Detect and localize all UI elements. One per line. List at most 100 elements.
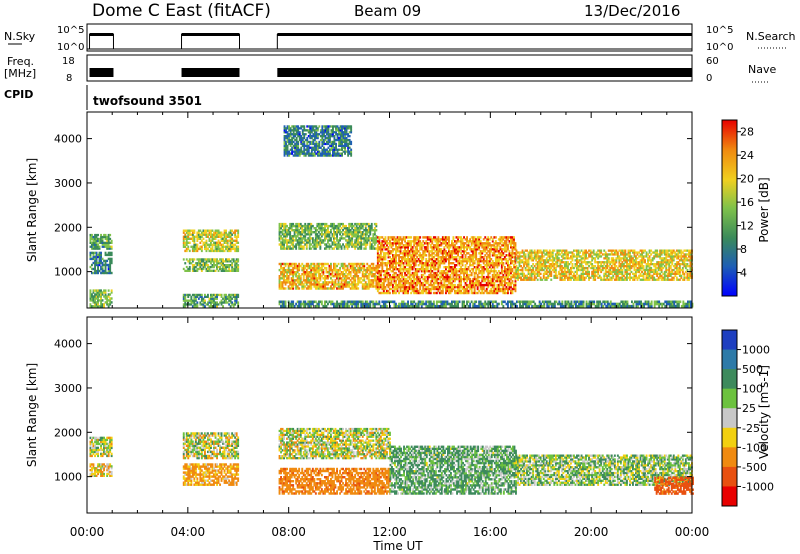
echo-cell [302, 268, 305, 272]
echo-cell [351, 287, 354, 290]
echo-cell [513, 252, 515, 255]
echo-cell [367, 224, 370, 228]
echo-cell [559, 274, 562, 277]
echo-cell [437, 258, 440, 261]
echo-cell [187, 247, 190, 251]
echo-cell [451, 287, 453, 291]
echo-cell [95, 237, 98, 241]
echo-cell [417, 238, 420, 241]
echo-cell [485, 277, 488, 281]
echo-cell [502, 287, 505, 291]
echo-cell [367, 237, 370, 240]
echo-cell [411, 240, 414, 243]
echo-cell [413, 252, 416, 255]
echo-cell [417, 254, 420, 257]
echo-cell [213, 264, 215, 267]
echo-cell [510, 244, 512, 247]
echo-cell [98, 257, 101, 261]
echo-cell [369, 285, 372, 288]
echo-cell [103, 269, 105, 273]
echo-cell [467, 289, 470, 293]
echo-cell [314, 245, 317, 248]
echo-cell [441, 256, 444, 259]
echo-cell [410, 279, 413, 283]
echo-cell [352, 264, 355, 268]
echo-cell [565, 265, 568, 268]
echo-cell [304, 264, 307, 268]
echo-cell [355, 264, 358, 268]
echo-cell [624, 253, 627, 256]
echo-cell [211, 243, 214, 246]
echo-cell [298, 229, 301, 232]
echo-cell [467, 285, 470, 289]
echo-cell [97, 255, 99, 259]
echo-cell [443, 275, 446, 279]
echo-cell [426, 250, 429, 253]
echo-cell [194, 297, 197, 300]
echo-cell [223, 293, 226, 297]
echo-cell [95, 269, 98, 273]
echo-cell [395, 271, 397, 275]
echo-cell [454, 291, 456, 295]
echo-cell [399, 244, 402, 247]
echo-cell [395, 285, 397, 289]
echo-cell [107, 243, 110, 246]
echo-cell [369, 279, 372, 282]
echo-cell [358, 224, 361, 228]
echo-cell [434, 262, 437, 265]
echo-cell [199, 267, 202, 271]
echo-cell [518, 263, 521, 266]
echo-cell [106, 297, 109, 300]
echo-cell [287, 233, 290, 236]
echo-cell [330, 237, 332, 240]
echo-cell [299, 227, 302, 230]
echo-cell [379, 244, 382, 247]
echo-cell [220, 262, 223, 265]
echo-cell [469, 260, 472, 263]
echo-cell [606, 266, 609, 270]
echo-cell [205, 233, 208, 236]
echo-cell [340, 277, 343, 280]
echo-cell [416, 289, 419, 293]
echo-cell [316, 235, 319, 238]
echo-cell [550, 263, 553, 266]
echo-cell [469, 256, 472, 259]
echo-cell [529, 266, 532, 270]
echo-cell [375, 287, 378, 290]
echo-cell [346, 283, 349, 286]
echo-cell [200, 239, 203, 242]
echo-cell [560, 268, 563, 272]
echo-cell [322, 271, 325, 274]
echo-cell [550, 274, 553, 277]
echo-cell [100, 255, 102, 259]
echo-cell [280, 227, 282, 230]
echo-cell [398, 246, 400, 249]
echo-cell [382, 254, 385, 257]
echo-cell [191, 245, 194, 248]
echo-cell [352, 243, 355, 246]
echo-cell [354, 231, 357, 234]
echo-cell [487, 256, 490, 259]
echo-cell [352, 266, 355, 270]
echo-cell [89, 289, 92, 292]
echo-cell [597, 265, 600, 268]
echo-cell [106, 303, 109, 306]
echo-cell [496, 271, 499, 275]
echo-cell [485, 275, 488, 279]
echo-cell [399, 264, 402, 267]
echo-cell [502, 289, 505, 293]
echo-cell [367, 229, 370, 232]
echo-cell [560, 274, 563, 277]
echo-cell [591, 270, 594, 274]
echo-cell [234, 231, 237, 234]
echo-cell [511, 281, 514, 285]
echo-cell [580, 263, 583, 266]
echo-cell [567, 265, 569, 268]
echo-cell [299, 247, 302, 250]
echo-cell [196, 245, 199, 248]
echo-cell [199, 293, 202, 297]
echo-cell [373, 222, 376, 226]
echo-cell [521, 272, 524, 275]
echo-cell [458, 250, 461, 253]
echo-cell [348, 273, 351, 276]
